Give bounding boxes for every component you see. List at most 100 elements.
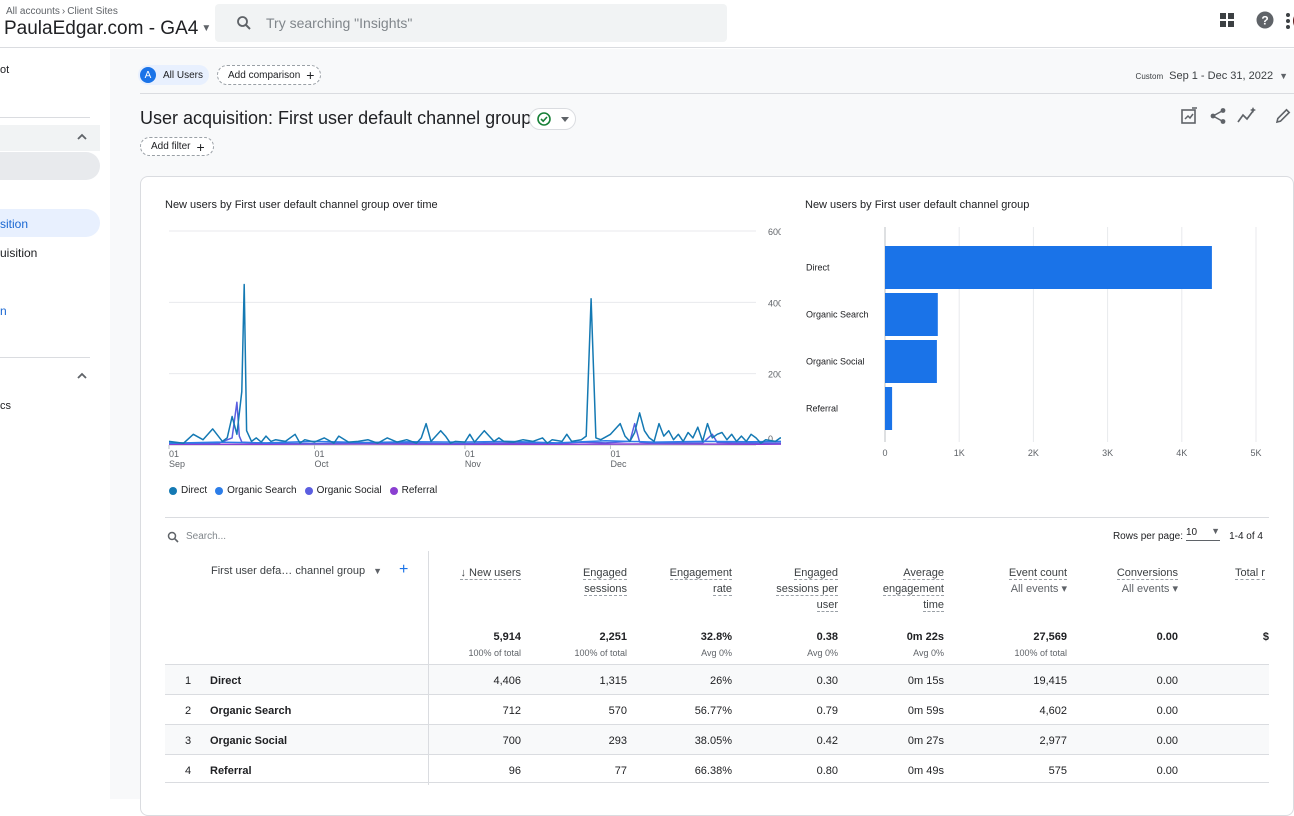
table-cell: 0.00 <box>1157 675 1178 687</box>
caret-down-icon: ▾ <box>1058 583 1067 595</box>
plus-icon: + <box>306 70 314 80</box>
add-filter-button[interactable]: Add filter+ <box>140 137 214 156</box>
breadcrumb-current[interactable]: Client Sites <box>67 6 118 17</box>
table-cell: 2,977 <box>1039 735 1067 747</box>
table-cell: 700 <box>503 735 521 747</box>
metric-header-label: time <box>923 599 944 612</box>
series-line-organic-social <box>169 402 781 443</box>
metric-header[interactable]: Total r <box>1235 565 1279 581</box>
x-tick-month: Nov <box>465 459 482 469</box>
legend-label: Direct <box>181 485 207 496</box>
chevron-right-icon: › <box>62 6 65 17</box>
table-toolbar: Search... Rows per page: 10 ▼ 1-4 of 4 <box>165 517 1269 551</box>
more-vert-icon[interactable] <box>1285 12 1291 30</box>
table-cell: 0.80 <box>817 765 838 777</box>
metric-header-label: Conversions <box>1117 567 1178 580</box>
metric-header-label: user <box>817 599 838 612</box>
chevron-up-icon[interactable] <box>76 370 88 382</box>
legend-item[interactable]: Direct <box>169 485 207 496</box>
metric-header[interactable]: ↓ New users <box>460 565 521 581</box>
search-input[interactable]: Try searching "Insights" <box>266 15 412 31</box>
bar-category-label: Organic Search <box>806 310 869 320</box>
apps-grid-icon[interactable] <box>1219 12 1235 28</box>
segment-chip-all-users[interactable]: A All Users <box>138 65 209 85</box>
breadcrumb-root[interactable]: All accounts <box>6 6 60 17</box>
report-status-dropdown[interactable] <box>529 108 576 130</box>
dimension-header[interactable]: First user defa… channel group▼ <box>211 565 382 577</box>
column-divider <box>428 665 429 695</box>
row-channel-name: Direct <box>210 675 241 687</box>
chevron-up-icon[interactable] <box>76 131 88 143</box>
table-cell: 1,315 <box>599 675 627 687</box>
table-search-input[interactable]: Search... <box>186 531 226 542</box>
line-chart-legend: Direct Organic Search Organic Social Referr… <box>169 485 437 496</box>
insights-icon[interactable] <box>1237 107 1257 125</box>
legend-item[interactable]: Referral <box>390 485 438 496</box>
x-tick-day: 01 <box>315 449 325 459</box>
legend-item[interactable]: Organic Search <box>215 485 296 496</box>
add-dimension-icon[interactable]: + <box>399 563 408 577</box>
sidebar-item-overview[interactable] <box>0 152 100 180</box>
metric-header-label: sessions per <box>776 583 838 596</box>
sidebar-item-snapshot[interactable]: ot <box>0 64 9 76</box>
sidebar: ot sition uisition n cs <box>0 49 110 799</box>
table-cell: 575 <box>1049 765 1067 777</box>
plus-icon: + <box>196 142 204 152</box>
row-number: 4 <box>185 765 191 777</box>
caret-down-icon <box>561 117 569 123</box>
sidebar-item-traffic-acquisition[interactable]: uisition <box>0 246 37 260</box>
edit-pencil-icon[interactable] <box>1274 107 1292 125</box>
table-cell: 0m 49s <box>908 765 944 777</box>
x-tick-label: 5K <box>1250 448 1261 458</box>
legend-label: Referral <box>402 485 438 496</box>
bar <box>885 293 938 336</box>
customize-report-icon[interactable] <box>1180 107 1198 125</box>
data-table: First user defa… channel group▼ + ↓ New … <box>165 551 1269 783</box>
report-toolbar <box>1174 107 1294 127</box>
metric-total: 0.00 <box>1157 631 1178 643</box>
search-bar[interactable]: Try searching "Insights" <box>215 4 727 42</box>
share-icon[interactable] <box>1209 107 1227 125</box>
metric-total: 27,569 <box>1033 631 1067 643</box>
bar-category-label: Organic Social <box>806 357 865 367</box>
date-range-value: Sep 1 - Dec 31, 2022 <box>1169 70 1273 82</box>
property-selector[interactable]: PaulaEdgar.com - GA4▼ <box>4 18 211 40</box>
metric-header-label: engagement <box>883 583 944 596</box>
property-name[interactable]: PaulaEdgar.com - GA4 <box>4 18 198 39</box>
sidebar-item-demographics[interactable]: cs <box>0 400 11 412</box>
x-tick-label: 2K <box>1028 448 1039 458</box>
bar <box>885 246 1212 289</box>
breadcrumb[interactable]: All accounts›Client Sites <box>6 6 118 17</box>
sidebar-item-user-acquisition-label[interactable]: sition <box>0 217 28 231</box>
rows-per-page-select[interactable]: 10 ▼ <box>1186 527 1220 541</box>
legend-item[interactable]: Organic Social <box>305 485 382 496</box>
legend-label: Organic Social <box>317 485 382 496</box>
dimension-header-label: First user defa… channel group <box>211 565 365 577</box>
bar <box>885 387 892 430</box>
sidebar-item-engagement[interactable]: n <box>0 304 7 318</box>
x-tick-day: 01 <box>610 449 620 459</box>
x-tick-month: Sep <box>169 459 185 469</box>
check-circle-icon <box>537 112 551 126</box>
add-comparison-button[interactable]: Add comparison+ <box>217 65 321 85</box>
metric-subheader[interactable]: All events ▾ <box>1009 581 1067 597</box>
x-tick-day: 01 <box>465 449 475 459</box>
metric-subheader[interactable]: All events ▾ <box>1117 581 1178 597</box>
metric-total: 5,914 <box>493 631 521 643</box>
help-icon[interactable]: ? <box>1256 11 1274 29</box>
caret-down-icon: ▼ <box>1211 526 1220 536</box>
metric-total-sub: 100% of total <box>574 648 627 658</box>
